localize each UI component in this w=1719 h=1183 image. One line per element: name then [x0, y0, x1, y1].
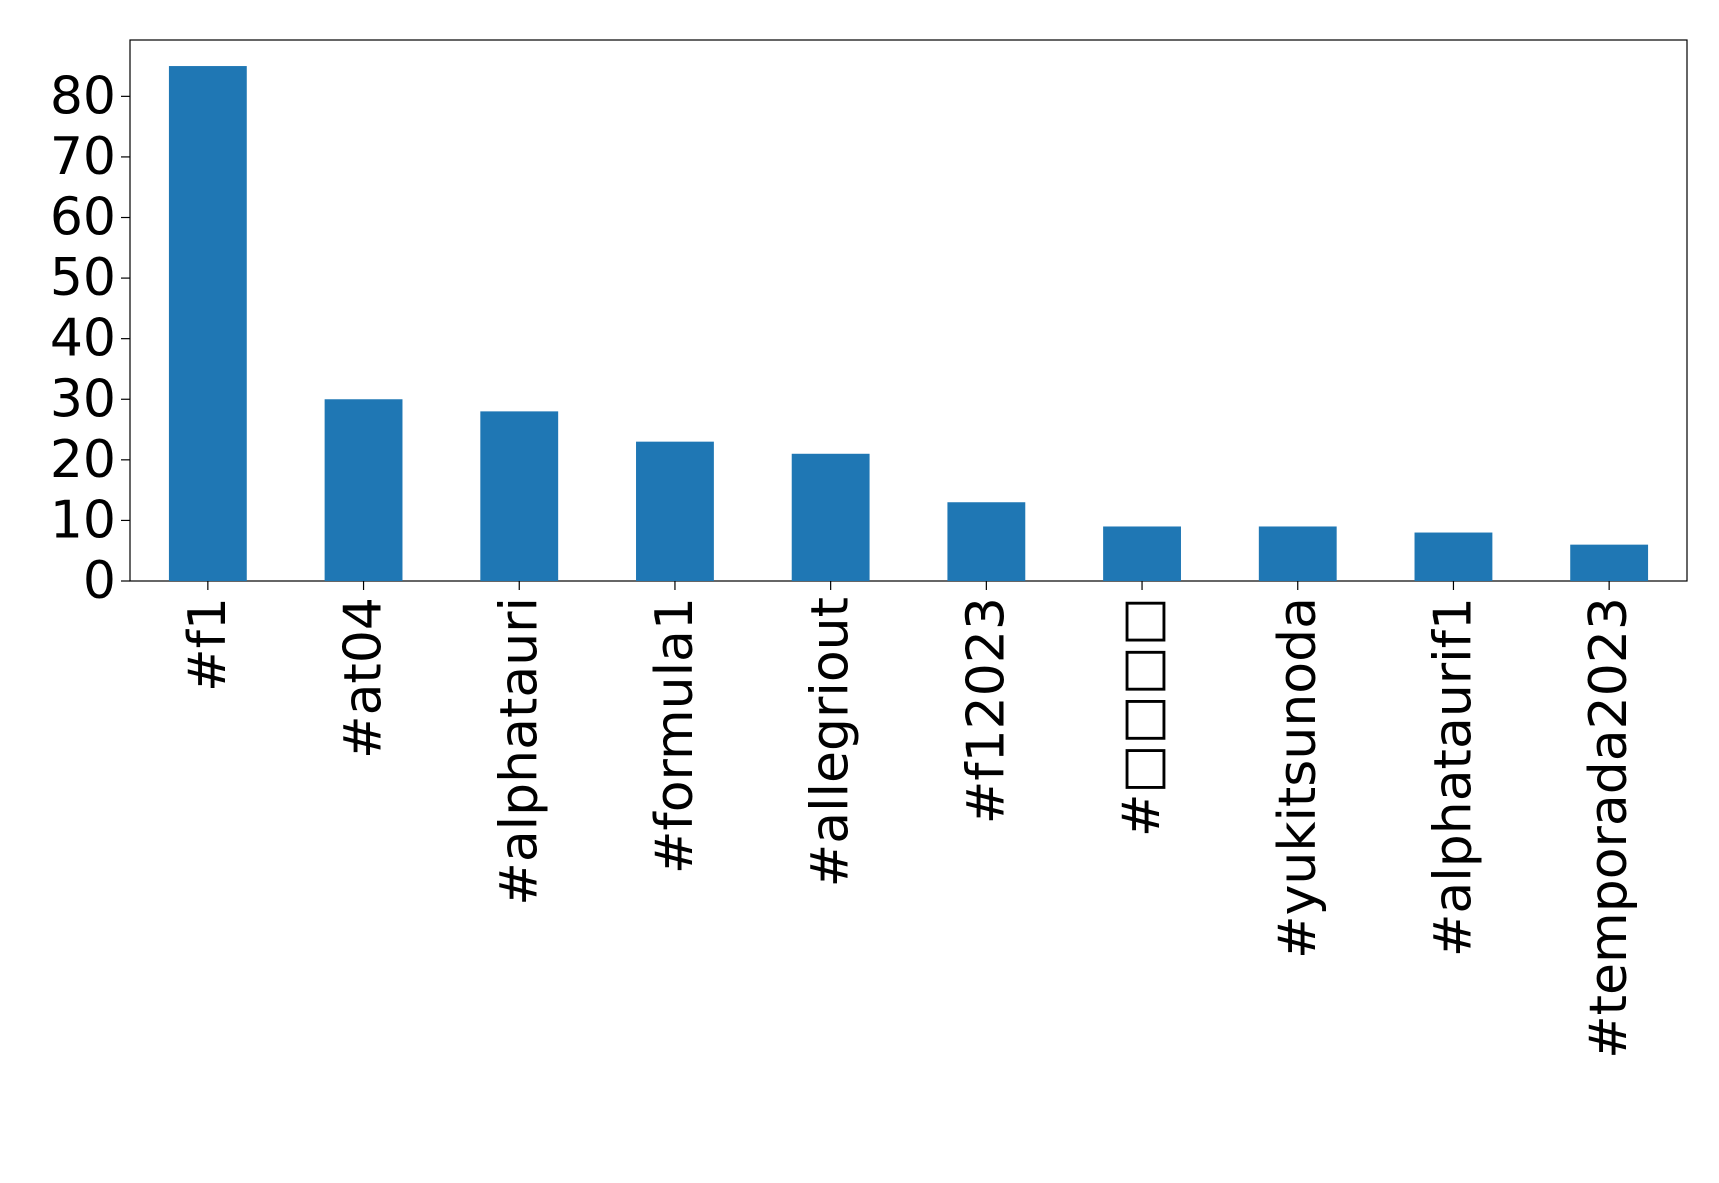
x-tick-label: #f12023: [956, 597, 1016, 824]
y-tick-label: 30: [50, 369, 116, 429]
bar: [947, 502, 1026, 581]
x-tick-label: #alphatauri: [489, 597, 549, 906]
bar: [1103, 526, 1181, 581]
y-tick-label: 70: [50, 127, 116, 187]
plot-frame: [129, 39, 1688, 582]
bar: [1414, 532, 1493, 581]
x-tick-label: #allegriout: [801, 597, 861, 887]
bar: [168, 66, 247, 581]
bar: [324, 399, 403, 581]
x-tick-label: #□□□□: [1112, 597, 1172, 837]
y-tick-label: 80: [50, 66, 116, 126]
y-tick-label: 60: [50, 188, 116, 248]
x-tick-label: #temporada2023: [1579, 597, 1639, 1059]
bar: [636, 441, 714, 581]
x-tick-label: #f1: [178, 597, 238, 692]
x-tick-label: #alphataurif1: [1423, 597, 1483, 957]
x-tick-label: #at04: [334, 597, 394, 759]
bar: [791, 453, 870, 581]
y-tick-label: 50: [50, 248, 116, 308]
x-tick-label: #formula1: [645, 597, 705, 874]
y-tick-label: 0: [83, 551, 116, 611]
bar: [1258, 526, 1337, 581]
y-tick-label: 40: [50, 309, 116, 369]
y-tick-label: 20: [50, 430, 116, 490]
bar: [1570, 544, 1649, 581]
x-tick-label: #yukitsunoda: [1268, 597, 1328, 959]
y-tick-label: 10: [50, 490, 116, 550]
bar: [480, 411, 559, 581]
